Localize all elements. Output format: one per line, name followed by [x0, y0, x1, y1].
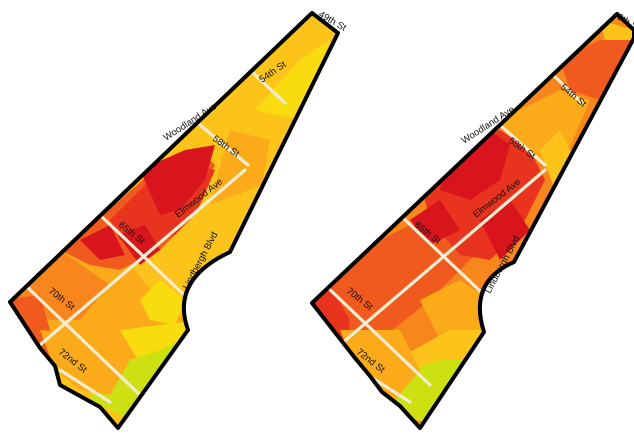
right-heatmap: 49th St Woodland Ave 54th St 58th St Elm…: [310, 9, 634, 430]
street-70th: [23, 283, 142, 397]
zone-dark-red: [140, 145, 215, 215]
zone-orange-red: [560, 40, 634, 100]
zone-amber: [420, 280, 490, 340]
zone-yellow: [255, 40, 330, 120]
street-58th: [198, 123, 250, 167]
street-elmwood: [38, 168, 247, 347]
right-outline: [310, 12, 634, 430]
street-70th: [323, 283, 432, 387]
left-heatmap: 49th St Woodland Ave 54th St 58th St Elm…: [8, 9, 348, 430]
zone-dark-red: [118, 225, 160, 265]
right-fill-zones: [312, 14, 634, 428]
right-street-lines: [323, 68, 584, 404]
zone-yellow-orange: [540, 130, 575, 190]
street-72nd: [58, 368, 112, 404]
left-fill-zones: [10, 13, 338, 428]
zone-dark-red: [410, 200, 460, 245]
left-street-lines: [23, 68, 287, 404]
street-58th: [498, 123, 547, 167]
street-54th: [248, 68, 287, 105]
zone-amber: [340, 330, 420, 400]
street-65th: [98, 213, 202, 312]
zone-dark-red: [80, 225, 125, 260]
left-outline: [8, 11, 340, 430]
zone-yellow: [140, 280, 185, 325]
zone-amber: [40, 330, 130, 395]
street-elmwood: [338, 168, 547, 347]
